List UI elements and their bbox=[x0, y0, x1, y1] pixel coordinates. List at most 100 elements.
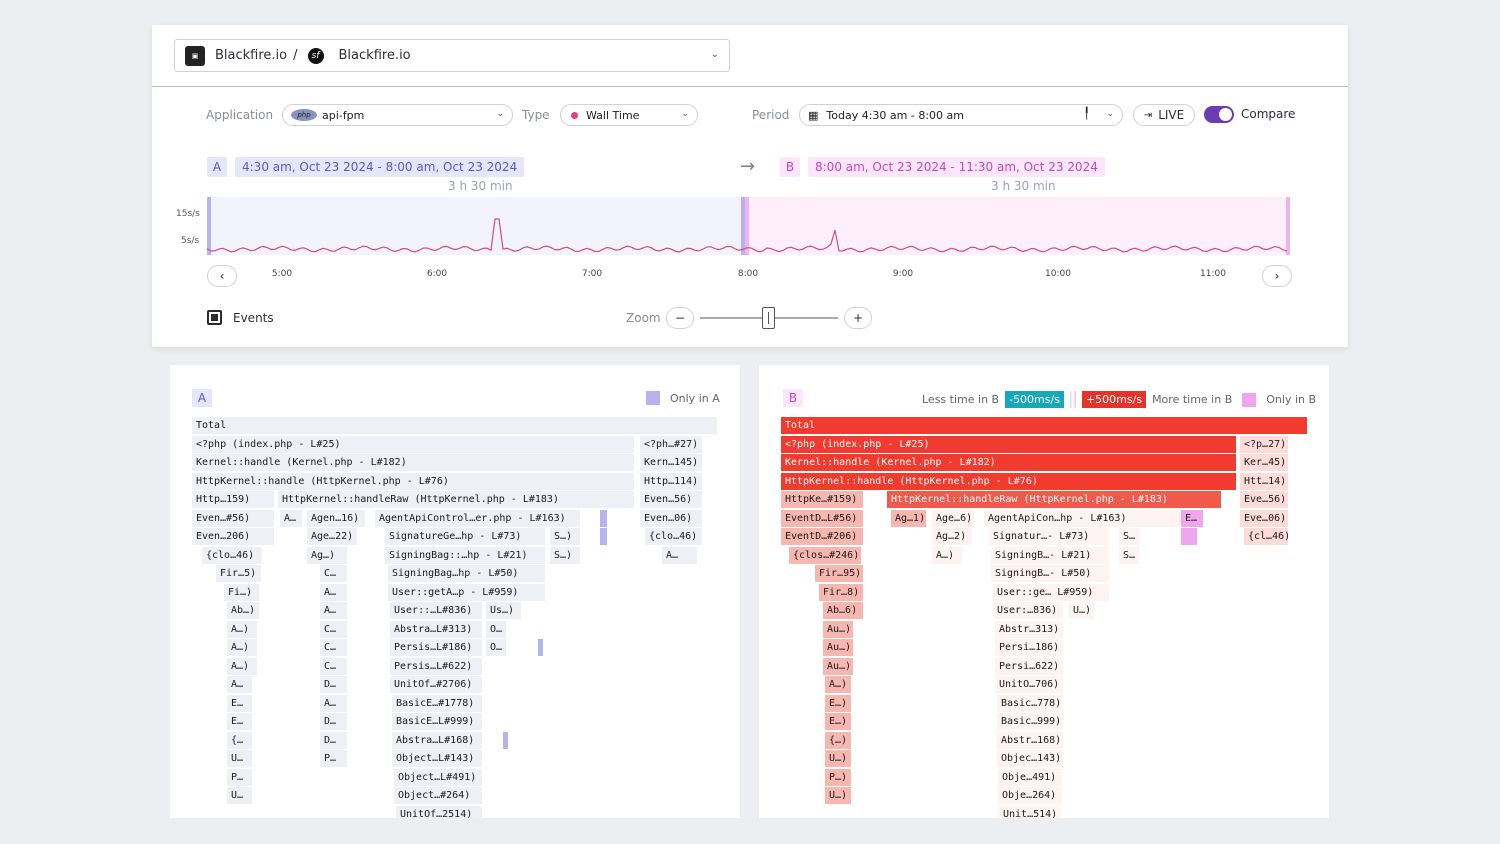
flamegraph-frame[interactable]: User::getA…p - L#959) bbox=[388, 583, 545, 601]
flamegraph-frame[interactable]: Ker…45) bbox=[1240, 454, 1288, 471]
flamegraph-frame[interactable]: Abstr…313) bbox=[995, 620, 1063, 638]
flamegraph-frame[interactable]: Total bbox=[192, 417, 717, 434]
flamegraph-frame[interactable]: Agen…16) bbox=[307, 509, 365, 527]
flamegraph-frame[interactable]: Ag…1) bbox=[891, 509, 926, 527]
flamegraph-frame[interactable]: D… bbox=[320, 676, 347, 693]
flamegraph-frame[interactable]: P… bbox=[227, 768, 252, 786]
range-b-selection[interactable] bbox=[745, 197, 1290, 255]
flamegraph-frame[interactable]: U… bbox=[227, 787, 252, 804]
compare-toggle[interactable] bbox=[1204, 106, 1234, 123]
flamegraph-frame-only[interactable] bbox=[538, 639, 543, 656]
flamegraph-frame[interactable]: E… bbox=[1181, 509, 1203, 527]
flamegraph-frame[interactable]: E…) bbox=[825, 713, 851, 730]
flamegraph-frame[interactable]: User::…L#836) bbox=[390, 602, 482, 619]
flamegraph-frame[interactable]: U…) bbox=[825, 750, 851, 767]
flamegraph-frame[interactable]: E… bbox=[227, 713, 252, 730]
events-toggle[interactable]: Events bbox=[207, 310, 274, 325]
flamegraph-frame[interactable]: C… bbox=[320, 639, 347, 656]
flamegraph-frame[interactable]: Fi…) bbox=[224, 583, 259, 601]
flamegraph-frame[interactable]: Fir…8) bbox=[819, 583, 863, 601]
flamegraph-frame[interactable]: Object…L#143) bbox=[392, 750, 482, 767]
flamegraph-frame[interactable]: EventD…L#56) bbox=[781, 509, 863, 527]
flamegraph-frame[interactable]: Fir…95) bbox=[815, 565, 863, 582]
flamegraph-frame[interactable]: Persis…L#622) bbox=[390, 657, 482, 675]
flamegraph-frame-only[interactable] bbox=[503, 731, 508, 749]
flamegraph-frame[interactable]: Au…) bbox=[823, 657, 853, 675]
flamegraph-frame[interactable]: A…) bbox=[825, 676, 851, 693]
flamegraph-frame[interactable]: E… bbox=[227, 694, 252, 712]
type-select[interactable]: Wall Time ⌄ bbox=[560, 104, 698, 126]
flamegraph-frame[interactable]: Kern…145) bbox=[640, 454, 702, 471]
flamegraph-frame[interactable]: SignatureGe…hp - L#73) bbox=[385, 528, 545, 545]
flamegraph-frame[interactable]: S…) bbox=[550, 546, 580, 564]
flamegraph-frame[interactable]: Obje…491) bbox=[998, 768, 1062, 786]
flamegraph-frame-only[interactable] bbox=[600, 528, 607, 545]
flamegraph-frame[interactable]: P… bbox=[320, 750, 347, 767]
flamegraph-frame[interactable]: U…) bbox=[1069, 602, 1094, 619]
flamegraph-frame[interactable]: Ag…2) bbox=[932, 528, 972, 545]
flamegraph-frame[interactable]: Http…114) bbox=[640, 472, 702, 490]
flamegraph-frame[interactable]: A…) bbox=[227, 639, 257, 656]
flamegraph-a[interactable]: Total <?php (index.php - L#25) <?ph…#27) Ke… bbox=[170, 365, 740, 844]
flamegraph-frame[interactable]: P…) bbox=[825, 768, 851, 786]
flamegraph-frame[interactable]: Age…22) bbox=[307, 528, 357, 545]
flamegraph-frame[interactable]: Ab…) bbox=[227, 602, 259, 619]
range-a-selection[interactable] bbox=[207, 197, 745, 255]
flamegraph-frame[interactable]: Au…) bbox=[823, 620, 853, 638]
flamegraph-frame[interactable]: HttpKernel::handleRaw (HttpKernel.php - … bbox=[887, 491, 1221, 508]
flamegraph-frame[interactable]: {clo…46) bbox=[202, 546, 262, 564]
period-select[interactable]: ▦ Today 4:30 am - 8:00 am ╿ ⌄ bbox=[799, 104, 1123, 126]
flamegraph-frame[interactable]: SigningB…- L#50) bbox=[991, 565, 1109, 582]
flamegraph-frame[interactable]: AgentApiControl…er.php - L#163) bbox=[375, 509, 580, 527]
flamegraph-frame[interactable]: SigningB…- L#21) bbox=[991, 546, 1109, 564]
live-button[interactable]: ⇥ LIVE bbox=[1133, 104, 1195, 126]
events-checkbox[interactable] bbox=[207, 310, 222, 325]
flamegraph-frame[interactable]: Kernel::handle (Kernel.php - L#182) bbox=[192, 454, 634, 471]
flamegraph-frame[interactable]: Objec…143) bbox=[997, 750, 1063, 767]
flamegraph-frame[interactable]: Eve…56) bbox=[1240, 491, 1288, 508]
flamegraph-frame[interactable]: A… bbox=[320, 583, 347, 601]
flamegraph-frame[interactable]: S… bbox=[1119, 546, 1139, 564]
flamegraph-frame[interactable]: SigningBag…hp - L#50) bbox=[388, 565, 545, 582]
flamegraph-frame[interactable]: D… bbox=[320, 713, 347, 730]
flamegraph-frame[interactable]: Fir…5) bbox=[216, 565, 261, 582]
flamegraph-frame-only[interactable] bbox=[1181, 528, 1197, 545]
flamegraph-frame[interactable]: Persis…L#186) bbox=[390, 639, 482, 656]
zoom-out-button[interactable]: − bbox=[666, 307, 694, 329]
flamegraph-frame[interactable]: Basic…999) bbox=[997, 713, 1063, 730]
flamegraph-frame[interactable]: <?php (index.php - L#25) bbox=[192, 435, 634, 453]
flamegraph-frame[interactable]: A… bbox=[227, 676, 252, 693]
range-b-text[interactable]: 8:00 am, Oct 23 2024 - 11:30 am, Oct 23 … bbox=[808, 157, 1105, 177]
flamegraph-frame[interactable]: D… bbox=[320, 731, 347, 749]
flamegraph-frame[interactable]: SigningBag::…hp - L#21) bbox=[385, 546, 545, 564]
flamegraph-frame[interactable]: Au…) bbox=[823, 639, 853, 656]
flamegraph-frame[interactable]: O… bbox=[486, 620, 506, 638]
flamegraph-frame[interactable]: <?ph…#27) bbox=[640, 435, 702, 453]
flamegraph-frame[interactable]: A…) bbox=[227, 657, 257, 675]
flamegraph-frame[interactable]: A… bbox=[662, 546, 697, 564]
flamegraph-frame[interactable]: HttpKernel::handleRaw (HttpKernel.php - … bbox=[278, 491, 634, 508]
flamegraph-frame[interactable]: A…) bbox=[932, 546, 962, 564]
flamegraph-frame[interactable]: UnitOf…#2706) bbox=[390, 676, 482, 693]
flamegraph-frame[interactable]: Obje…264) bbox=[998, 787, 1062, 804]
flamegraph-frame[interactable]: Htt…14) bbox=[1240, 472, 1288, 490]
flamegraph-frame[interactable]: HttpKernel::handle (HttpKernel.php - L#7… bbox=[192, 472, 634, 490]
timeline-next-button[interactable]: › bbox=[1262, 265, 1292, 287]
flamegraph-frame[interactable]: Kernel::handle (Kernel.php - L#182) bbox=[781, 454, 1236, 471]
flamegraph-frame[interactable]: Http…159) bbox=[192, 491, 274, 508]
flamegraph-frame[interactable]: Abstra…L#168) bbox=[392, 731, 482, 749]
flamegraph-frame[interactable]: Ag…) bbox=[307, 546, 347, 564]
flamegraph-frame[interactable]: A…) bbox=[227, 620, 257, 638]
flamegraph-frame[interactable]: AgentApiCon…hp - L#163) bbox=[984, 509, 1184, 527]
flamegraph-frame[interactable]: S… bbox=[1119, 528, 1139, 545]
flamegraph-frame[interactable]: Even…56) bbox=[640, 491, 702, 508]
flamegraph-frame[interactable]: C… bbox=[320, 657, 347, 675]
flamegraph-frame[interactable]: C… bbox=[320, 565, 347, 582]
flamegraph-frame[interactable]: {clos…#246) bbox=[789, 546, 861, 564]
flamegraph-frame[interactable]: {cl…46) bbox=[1244, 528, 1288, 545]
flamegraph-frame[interactable]: HttpKe…#159) bbox=[781, 491, 863, 508]
flamegraph-frame[interactable]: Abstra…L#313) bbox=[390, 620, 482, 638]
flamegraph-b[interactable]: Total <?php (index.php - L#25) <?p…27) Kern… bbox=[759, 365, 1329, 844]
flamegraph-frame[interactable]: UnitO…706) bbox=[995, 676, 1063, 693]
application-select[interactable]: php api-fpm ⌄ bbox=[282, 104, 513, 126]
